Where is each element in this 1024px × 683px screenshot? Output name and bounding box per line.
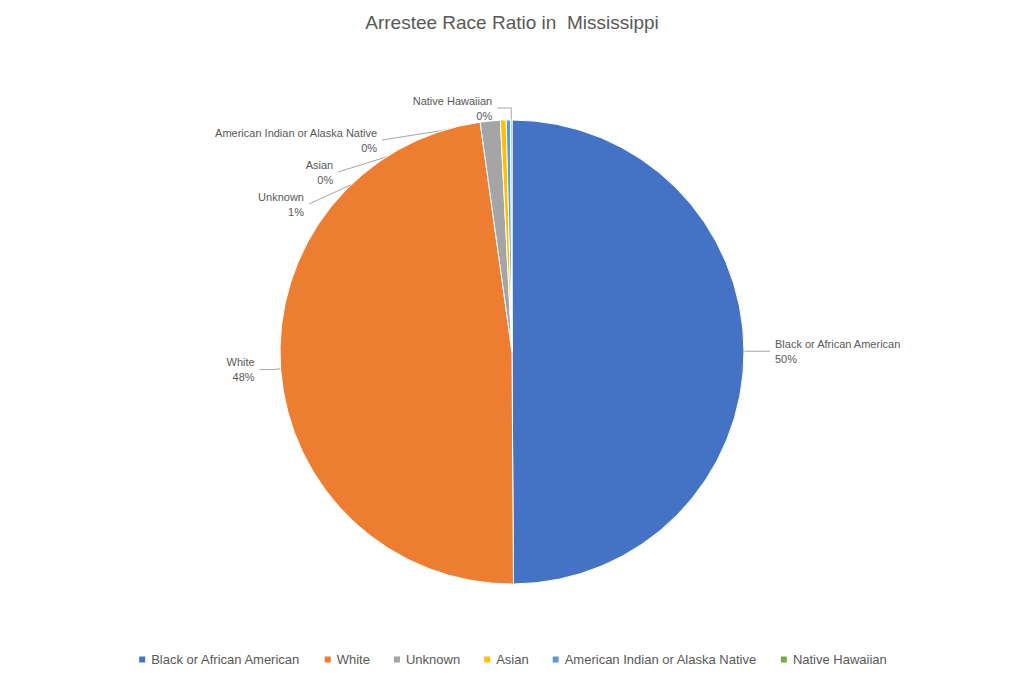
- svg-text:1%: 1%: [288, 206, 304, 218]
- svg-text:White: White: [227, 356, 255, 368]
- svg-text:0%: 0%: [361, 142, 377, 154]
- svg-text:Arrestee Race Ratio in Missis: Arrestee Race Ratio in Mississippi: [365, 12, 659, 33]
- svg-text:White: White: [337, 652, 370, 667]
- svg-text:Asian: Asian: [496, 652, 529, 667]
- svg-text:Native Hawaiian: Native Hawaiian: [793, 652, 887, 667]
- svg-text:Native Hawaiian: Native Hawaiian: [413, 95, 492, 107]
- svg-text:Black or African American: Black or African American: [151, 652, 299, 667]
- svg-text:Asian: Asian: [306, 159, 334, 171]
- svg-text:American Indian or Alaska Nati: American Indian or Alaska Native: [565, 652, 756, 667]
- svg-text:Unknown: Unknown: [258, 191, 304, 203]
- svg-text:Unknown: Unknown: [406, 652, 460, 667]
- svg-text:0%: 0%: [476, 110, 492, 122]
- svg-text:0%: 0%: [317, 174, 333, 186]
- svg-text:Black or African American: Black or African American: [775, 338, 900, 350]
- svg-text:50%: 50%: [775, 353, 797, 365]
- svg-text:American Indian or Alaska Nati: American Indian or Alaska Native: [215, 127, 377, 139]
- svg-text:48%: 48%: [233, 371, 255, 383]
